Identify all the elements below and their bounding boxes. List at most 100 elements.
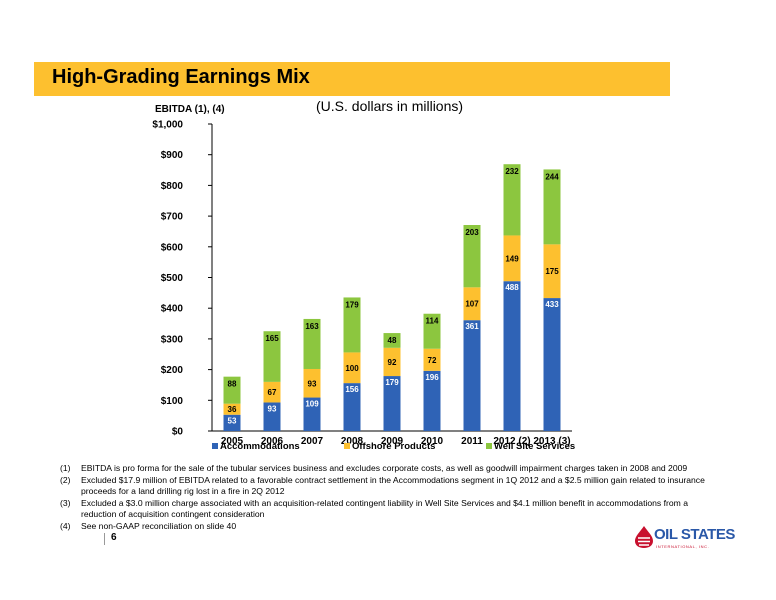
footnote-number: (4) <box>60 520 71 531</box>
data-label: 232 <box>505 167 519 176</box>
logo-subtext: INTERNATIONAL, INC. <box>656 544 710 549</box>
page-title: High-Grading Earnings Mix <box>52 66 310 88</box>
data-label: 93 <box>308 379 317 388</box>
chart-title: (U.S. dollars in millions) <box>316 98 464 114</box>
data-label: 67 <box>268 388 277 397</box>
data-label: 36 <box>228 405 237 414</box>
footnote-4: (4) See non-GAAP reconciliation on slide… <box>60 521 720 533</box>
y-tick-label: $600 <box>161 242 184 253</box>
x-tick-label: 2011 <box>461 436 483 447</box>
x-tick-label: 2010 <box>421 436 444 447</box>
footnote-text: See non-GAAP reconciliation on slide 40 <box>81 520 237 531</box>
bar-segment <box>383 333 401 348</box>
bar-segment <box>503 164 521 236</box>
legend-swatch <box>344 443 350 449</box>
data-label: 107 <box>465 300 479 309</box>
data-label: 100 <box>345 364 359 373</box>
footnote-2: (2) Excluded $17.9 million of EBITDA rel… <box>60 475 720 498</box>
bar-segment <box>223 376 241 404</box>
y-tick-label: $0 <box>172 427 184 438</box>
bar-segment <box>263 402 281 431</box>
footer-divider <box>104 533 105 545</box>
bar-segment <box>343 352 361 384</box>
footnote-text: EBITDA is pro forma for the sale of the … <box>81 463 688 473</box>
bar-segment <box>343 297 361 353</box>
data-label: 92 <box>388 358 397 367</box>
data-label: 196 <box>425 373 439 382</box>
bar-segment <box>463 320 481 431</box>
bar-segment <box>503 235 521 282</box>
x-tick-label: 2012 (2) <box>493 436 530 447</box>
data-label: 109 <box>305 400 319 409</box>
data-label: 163 <box>305 322 319 331</box>
oil-drop-icon <box>635 526 653 548</box>
x-tick-label: 2005 <box>221 436 244 447</box>
bar-segment <box>383 376 401 431</box>
legend-label: Accommodations <box>220 441 300 452</box>
x-tick-label: 2009 <box>381 436 404 447</box>
bar-segment <box>303 318 321 369</box>
legend-label: Well Site Services <box>494 441 575 452</box>
footnote-text: Excluded $17.9 million of EBITDA related… <box>81 474 705 497</box>
data-label: 156 <box>345 385 359 394</box>
data-label: 179 <box>385 378 399 387</box>
bar-segment <box>263 381 281 403</box>
bar-segment <box>543 169 561 245</box>
footnote-number: (3) <box>60 497 71 508</box>
footnote-3: (3) Excluded a $3.0 million charge assoc… <box>60 498 720 521</box>
data-label: 179 <box>345 300 359 309</box>
y-tick-label: $300 <box>161 334 184 345</box>
logo-wordmark: OIL STATES <box>654 526 735 543</box>
legend-swatch <box>212 443 218 449</box>
y-tick-label: $500 <box>161 273 184 284</box>
x-tick-label: 2007 <box>301 436 324 447</box>
y-tick-label: $1,000 <box>152 120 183 131</box>
y-tick-label: $400 <box>161 304 184 315</box>
bar-segment <box>423 348 441 371</box>
y-tick-label: $700 <box>161 212 184 223</box>
bar-segment <box>423 313 441 349</box>
data-label: 72 <box>428 356 437 365</box>
bar-segment <box>223 403 241 415</box>
bar-segment <box>343 383 361 431</box>
x-tick-label: 2013 (3) <box>533 436 570 447</box>
title-banner <box>34 62 670 96</box>
footnote-number: (2) <box>60 474 71 485</box>
bar-segment <box>423 370 441 431</box>
bar-segment <box>383 347 401 377</box>
data-label: 165 <box>265 334 279 343</box>
y-axis-title: EBITDA (1), (4) <box>155 104 225 115</box>
y-tick-label: $100 <box>161 396 184 407</box>
page-number: 6 <box>111 532 117 543</box>
data-label: 433 <box>545 300 559 309</box>
bar-segment <box>543 244 561 299</box>
data-label: 114 <box>426 317 439 326</box>
bar-segment <box>463 287 481 321</box>
bar-segment <box>263 331 281 382</box>
data-label: 88 <box>228 380 237 389</box>
y-tick-label: $900 <box>161 150 184 161</box>
y-tick-label: $800 <box>161 181 184 192</box>
bar-segment <box>303 397 321 431</box>
y-tick-label: $200 <box>161 365 184 376</box>
footnote-1: (1) EBITDA is pro forma for the sale of … <box>60 463 720 475</box>
data-label: 203 <box>465 228 479 237</box>
data-label: 361 <box>465 322 479 331</box>
bar-segment <box>543 298 561 431</box>
stacked-bar-chart: $0 $100 $200 $300 $400 $500 $600 $700 $800 $900 $1… <box>152 120 575 453</box>
footnote-number: (1) <box>60 463 71 473</box>
footnote-text: Excluded a $3.0 million charge associate… <box>81 497 688 520</box>
bar-segment <box>303 368 321 398</box>
data-label: 488 <box>505 283 519 292</box>
data-label: 93 <box>268 404 277 413</box>
footnotes: (1) EBITDA is pro forma for the sale of … <box>60 463 720 532</box>
legend-label: Offshore Products <box>352 441 435 452</box>
x-tick-label: 2006 <box>261 436 284 447</box>
data-label: 149 <box>505 254 519 263</box>
bar-segment <box>223 414 241 431</box>
bar-segment <box>503 281 521 431</box>
data-label: 244 <box>545 172 559 181</box>
bar-segment <box>463 225 481 288</box>
data-label: 53 <box>228 417 237 426</box>
data-label: 175 <box>545 267 559 276</box>
